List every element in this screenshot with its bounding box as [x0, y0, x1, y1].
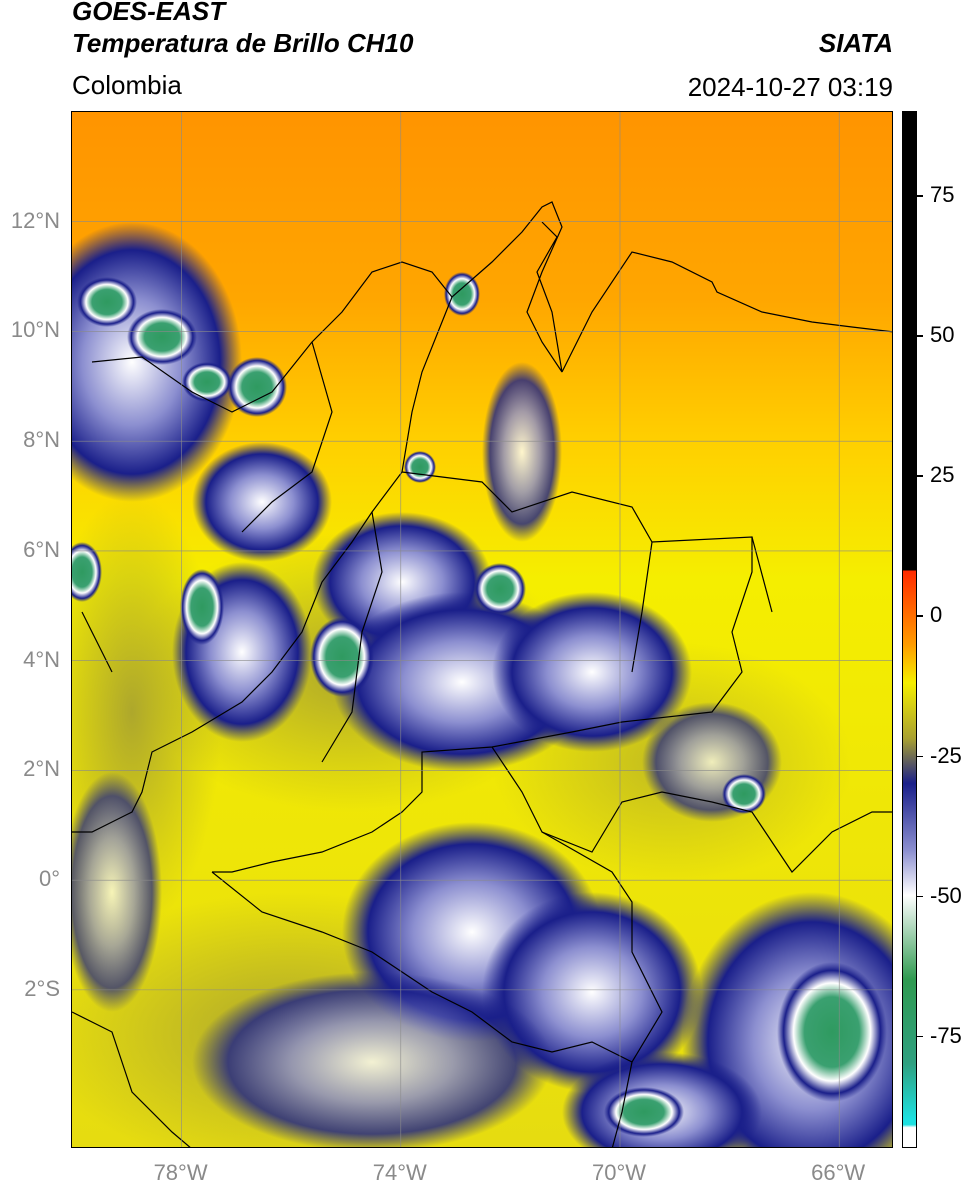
lat-label: 8°N: [23, 427, 60, 453]
agency-label: SIATA: [818, 28, 893, 58]
region-label: Colombia: [72, 70, 182, 100]
colorbar-label: -75: [930, 1022, 962, 1048]
colorbar-label: -50: [930, 882, 962, 908]
lat-label: 10°N: [10, 317, 60, 343]
colorbar-label: 0: [930, 602, 943, 628]
lat-label: 6°N: [23, 536, 60, 562]
colorbar-tick: [917, 895, 923, 898]
colorbar-label: 25: [930, 462, 955, 488]
colorbar-label: -25: [930, 742, 962, 768]
lat-label: 4°N: [23, 646, 60, 672]
colorbar-tick: [917, 195, 923, 197]
map-canvas: [72, 112, 892, 1147]
satellite-title: GOES-EAST: [72, 0, 226, 26]
colorbar-tick: [917, 1035, 923, 1038]
lat-label: 0°: [38, 866, 60, 892]
colorbar-label: 75: [930, 182, 955, 208]
colorbar: [902, 111, 917, 1148]
lon-label: 78°W: [153, 1160, 208, 1185]
datetime-label: 2024-10-27 03:19: [687, 72, 893, 102]
satellite-map[interactable]: [71, 111, 893, 1148]
colorbar-tick: [917, 475, 923, 477]
lat-label: 12°N: [10, 207, 60, 233]
lat-label: 2°N: [23, 756, 60, 782]
lat-label: 2°S: [24, 975, 60, 1001]
lon-label: 70°W: [591, 1160, 647, 1185]
lon-label: 74°W: [372, 1160, 427, 1185]
lon-label: 66°W: [811, 1160, 866, 1185]
colorbar-tick: [917, 615, 923, 617]
colorbar-tick: [917, 755, 923, 758]
product-title: Temperatura de Brillo CH10: [72, 28, 414, 58]
colorbar-tick: [917, 335, 923, 337]
colorbar-label: 50: [930, 322, 955, 348]
